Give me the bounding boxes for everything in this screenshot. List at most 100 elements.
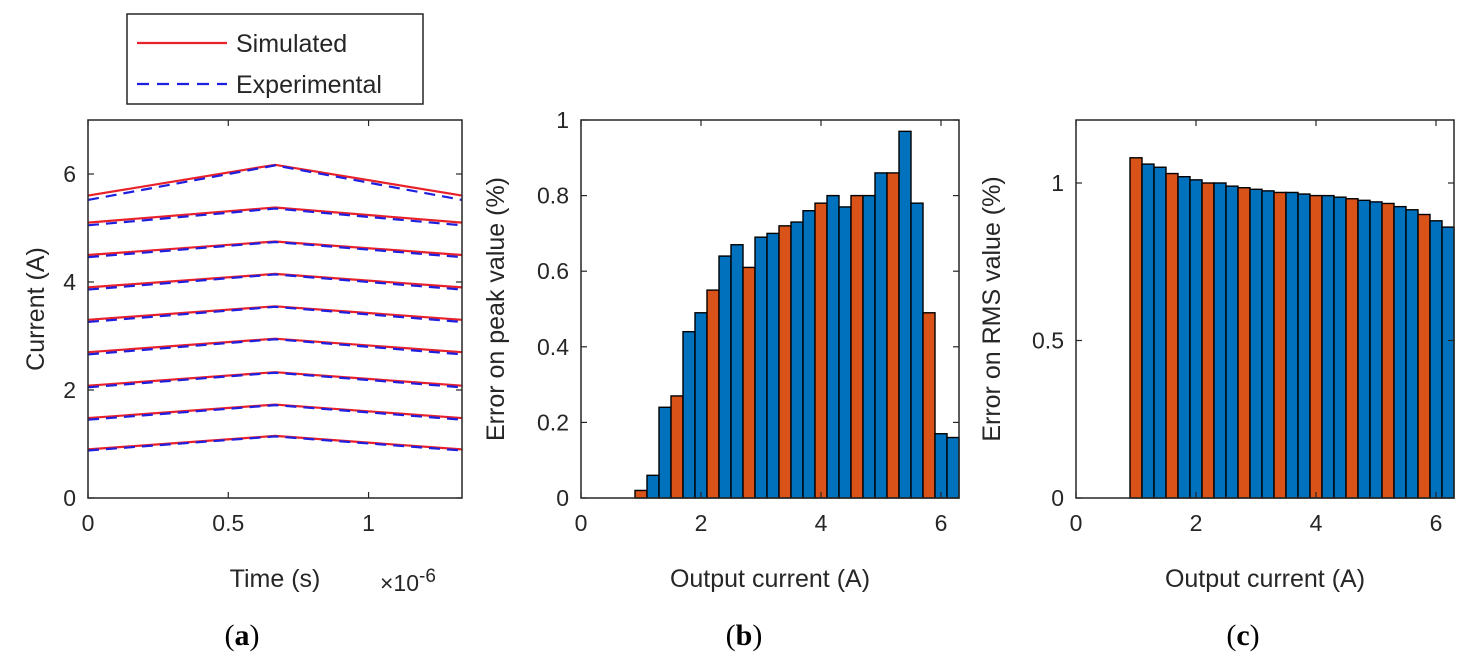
panel-b-bar [826, 194, 840, 499]
panel-b-ytick-label: 0.8 [537, 183, 569, 209]
panel-b-bar [934, 433, 948, 499]
panel-c-bar [1273, 191, 1287, 499]
panel-a-xlabel: Time (s) [230, 565, 321, 593]
panel-a-experimental-line [87, 207, 463, 227]
panel-a-ylabel: Current (A) [22, 247, 50, 371]
panel-c-rms-error: 0 2 4 6 0 0.5 1 Output current (A) Error on RM… [978, 119, 1455, 652]
panel-b-bar [718, 255, 732, 499]
panel-c-bar [1369, 201, 1383, 499]
panel-b-bar [850, 194, 864, 499]
panel-b-bar [910, 202, 924, 499]
panel-c-bar [1189, 179, 1203, 499]
panel-c-caption: (c) [1226, 619, 1259, 652]
panel-b-bar [646, 474, 660, 499]
panel-a-ytick-label: 4 [63, 269, 76, 295]
panel-a-current-waveforms: 0 0.5 1 0 2 4 6 Time (s) Current (A) ×10-6 (a) [22, 119, 463, 652]
panel-a-ticks: 0 0.5 1 0 2 4 6 [63, 120, 462, 536]
panel-b-bar [706, 289, 720, 499]
panel-c-xtick-label: 6 [1430, 510, 1443, 536]
panel-b-ticks: 0 2 4 6 0 0.2 0.4 0.6 0.8 1 [537, 107, 959, 536]
panel-a-experimental-line [87, 240, 463, 259]
panel-c-xtick-label: 2 [1190, 510, 1203, 536]
panel-c-bar [1405, 209, 1419, 499]
panel-b-bar [886, 172, 900, 499]
panel-a-experimental-line [87, 404, 463, 421]
panel-c-bar [1285, 191, 1299, 499]
panel-c-bar [1417, 213, 1431, 499]
panel-a-ytick-label: 2 [63, 377, 76, 403]
panel-c-bar [1345, 198, 1359, 499]
panel-c-bar [1309, 194, 1323, 499]
panel-b-bar [634, 489, 648, 499]
legend-experimental-label: Experimental [236, 71, 382, 99]
panel-b-bars [634, 130, 960, 499]
panel-c-bar [1249, 188, 1263, 499]
panel-c-ytick-label: 0.5 [1032, 328, 1064, 354]
panel-c-bar [1333, 196, 1347, 499]
panel-b-bar [922, 312, 936, 499]
panel-b-bar [742, 266, 756, 499]
panel-b-peak-error: 0 2 4 6 0 0.2 0.4 0.6 0.8 1 Output current (A) Er… [482, 107, 960, 652]
legend: Simulated Experimental [126, 13, 424, 105]
panel-a-x-exponent-base: ×10 [380, 570, 419, 596]
panel-c-xlabel: Output current (A) [1165, 565, 1365, 593]
panel-b-ytick-label: 0.4 [537, 334, 569, 360]
panel-b-bar [682, 330, 696, 499]
panel-b-ytick-label: 0.2 [537, 409, 569, 435]
panel-c-bar [1141, 163, 1155, 499]
panel-c-ytick-label: 0 [1051, 485, 1064, 511]
panel-b-ytick-label: 1 [556, 107, 569, 133]
panel-b-bar [670, 395, 684, 499]
panel-a-x-exponent: ×10-6 [380, 566, 436, 596]
panel-c-bar [1261, 190, 1275, 499]
panel-b-bar [730, 244, 744, 499]
panel-c-bar [1321, 194, 1335, 499]
panel-a-xtick-label: 0 [82, 510, 95, 536]
panel-b-axes-box [580, 119, 960, 499]
panel-b-bar [658, 406, 672, 499]
panel-c-bar [1165, 172, 1179, 499]
panel-c-bar [1357, 199, 1371, 499]
panel-a-simulated-line [87, 163, 463, 197]
panel-c-bar [1441, 226, 1455, 499]
panel-b-bar [862, 194, 876, 499]
panel-c-bar [1297, 193, 1311, 499]
panel-a-experimental-line [87, 305, 463, 324]
panel-a-experimental-line [87, 435, 463, 452]
panel-a-lines [87, 163, 463, 452]
panel-a-simulated-line [87, 434, 463, 451]
panel-b-bar [814, 202, 828, 499]
panel-b-bar [838, 206, 852, 499]
panel-b-ytick-label: 0 [556, 485, 569, 511]
panel-a-ytick-label: 6 [63, 161, 76, 187]
panel-c-bar [1237, 187, 1251, 499]
panel-a-caption: (a) [225, 619, 260, 652]
panel-c-caption-letter: c [1236, 619, 1249, 652]
panel-a-axes-box [87, 119, 463, 499]
panel-a-experimental-line [87, 371, 463, 389]
panel-b-caption-letter: b [736, 619, 753, 652]
panel-c-ticks: 0 2 4 6 0 0.5 1 [1032, 120, 1454, 536]
panel-b-xtick-label: 2 [695, 510, 708, 536]
panel-a-caption-letter: a [235, 619, 250, 652]
panel-c-bar [1393, 205, 1407, 499]
panel-b-bar [778, 225, 792, 499]
panel-b-bar [802, 210, 816, 499]
panel-c-xtick-label: 0 [1070, 510, 1083, 536]
panel-a-ytick-label: 0 [63, 485, 76, 511]
panel-b-bar [754, 236, 768, 499]
panel-b-bar [790, 221, 804, 499]
panel-b-bar [694, 312, 708, 499]
panel-c-bar [1201, 182, 1215, 499]
panel-c-bar [1153, 166, 1167, 499]
panel-c-bar [1429, 220, 1443, 499]
panel-b-xtick-label: 4 [815, 510, 828, 536]
panel-c-bar [1381, 202, 1395, 499]
panel-b-ytick-label: 0.6 [537, 258, 569, 284]
panel-b-caption: (b) [726, 619, 763, 652]
panel-c-bar [1213, 182, 1227, 499]
panel-a-x-exponent-power: -6 [419, 566, 436, 587]
panel-b-bar [898, 130, 912, 499]
panel-b-bar [766, 232, 780, 499]
